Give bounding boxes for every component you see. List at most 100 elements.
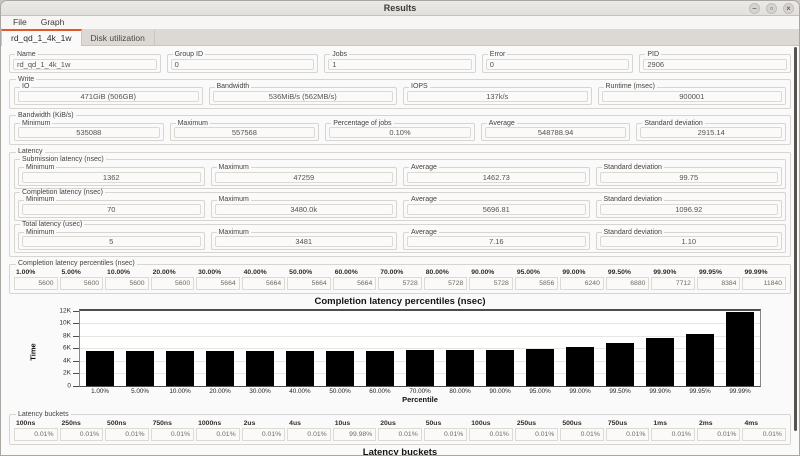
close-button[interactable]: × — [783, 3, 794, 14]
vertical-scrollbar[interactable] — [794, 47, 797, 431]
bucket-value[interactable]: 99.98% — [332, 427, 377, 441]
field-value[interactable]: 0 — [170, 58, 315, 70]
field-value[interactable]: 2915.14 — [640, 127, 782, 139]
bucket-value[interactable]: 0.01% — [150, 427, 195, 441]
field-value[interactable]: 557568 — [173, 127, 316, 139]
bucket-column: 500ns 0.01% — [105, 419, 149, 441]
tab-disk-utilization[interactable]: Disk utilization — [81, 29, 155, 45]
bucket-value[interactable]: 0.01% — [59, 427, 104, 441]
chart-x-tick-label: 95.00% — [529, 387, 551, 395]
bucket-value[interactable]: 0.01% — [651, 427, 695, 441]
field-value[interactable]: 1462.73 — [407, 171, 586, 183]
percentile-header: 5.00% — [61, 268, 81, 276]
bucket-value[interactable]: 0.01% — [287, 427, 331, 441]
chart-bar — [486, 350, 514, 386]
percentile-value[interactable]: 5664 — [241, 276, 286, 290]
field-label: Maximum — [218, 228, 249, 236]
latency-buckets-table: 100ns 0.01% 250ns 0.01% 500ns 0.01% — [14, 419, 786, 441]
percentile-value[interactable]: 5728 — [378, 276, 422, 290]
percentile-value[interactable]: 5664 — [196, 276, 240, 290]
field-value[interactable]: 536MiB/s (562MB/s) — [212, 91, 393, 103]
field-value[interactable]: 7.16 — [407, 236, 586, 248]
percentile-value[interactable]: 5600 — [150, 276, 195, 290]
percentile-value[interactable]: 5728 — [469, 276, 513, 290]
chart-x-tick-label: 99.00% — [569, 387, 591, 395]
latency-group-label: Latency — [18, 148, 43, 156]
bucket-value[interactable]: 0.01% — [514, 427, 559, 441]
field-label: Standard deviation — [644, 119, 703, 127]
bucket-value[interactable]: 0.01% — [560, 427, 604, 441]
field-value[interactable]: 3480.0k — [214, 203, 393, 215]
percentile-value[interactable]: 5664 — [287, 276, 331, 290]
chart-x-tick-label: 20.00% — [209, 387, 231, 395]
field: Minimum 1362 — [18, 163, 205, 186]
bucket-value[interactable]: 0.01% — [469, 427, 513, 441]
chart-x-tick-label: 99.50% — [609, 387, 631, 395]
field-value[interactable]: rd_qd_1_4k_1w — [13, 58, 157, 70]
chart-bar — [286, 350, 314, 386]
percentile-value[interactable]: 7712 — [651, 276, 695, 290]
field-value[interactable]: 1362 — [22, 171, 201, 183]
percentile-value[interactable]: 5728 — [423, 276, 468, 290]
chart-y-tick — [73, 360, 79, 362]
bucket-value[interactable]: 0.01% — [423, 427, 468, 441]
percentile-value[interactable]: 5664 — [332, 276, 377, 290]
percentile-value[interactable]: 5856 — [514, 276, 559, 290]
field-value[interactable]: 535088 — [18, 127, 160, 139]
field-value[interactable]: 471GiB (506GB) — [18, 91, 199, 103]
bucket-column: 2ms 0.01% — [696, 419, 741, 441]
percentile-header: 99.50% — [607, 268, 631, 276]
bucket-value[interactable]: 0.01% — [605, 427, 650, 441]
bucket-value[interactable]: 0.01% — [105, 427, 149, 441]
field-value[interactable]: 2906 — [643, 58, 787, 70]
write-fields-row: IO 471GiB (506GB) Bandwidth 536MiB/s (56… — [14, 83, 786, 106]
bucket-value[interactable]: 0.01% — [742, 427, 786, 441]
percentile-value[interactable]: 6880 — [605, 276, 650, 290]
percentile-value[interactable]: 5600 — [59, 276, 104, 290]
bucket-value[interactable]: 0.01% — [696, 427, 741, 441]
chart-x-tick-label: 70.00% — [409, 387, 431, 395]
field: Percentage of jobs 0.10% — [325, 119, 475, 142]
field-value[interactable]: 70 — [22, 203, 201, 215]
field-value[interactable]: 47259 — [214, 171, 393, 183]
field-label: IO — [22, 83, 30, 91]
field-value[interactable]: 3481 — [214, 236, 393, 248]
bucket-value[interactable]: 0.01% — [14, 427, 58, 441]
maximize-button[interactable]: ▫ — [766, 3, 777, 14]
field-label: Minimum — [26, 163, 55, 171]
field-value[interactable]: 99.75 — [599, 171, 778, 183]
field-value[interactable]: 5 — [22, 236, 201, 248]
field-value[interactable]: 548788.94 — [484, 127, 627, 139]
field-value[interactable]: 137k/s — [407, 91, 588, 103]
chart-y-tick-label: 10K — [59, 319, 71, 327]
menu-graph[interactable]: Graph — [40, 17, 65, 27]
field-value[interactable]: 1.10 — [599, 236, 778, 248]
bucket-column: 1000ns 0.01% — [196, 419, 240, 441]
field-value[interactable]: 5696.81 — [407, 203, 586, 215]
percentile-value[interactable]: 5600 — [105, 276, 149, 290]
bucket-value[interactable]: 0.01% — [378, 427, 422, 441]
titlebar[interactable]: Results − ▫ × — [1, 1, 799, 16]
field-label: Bandwidth — [216, 83, 250, 91]
percentile-value[interactable]: 5600 — [14, 276, 58, 290]
bucket-value[interactable]: 0.01% — [241, 427, 286, 441]
bucket-column: 4us 0.01% — [287, 419, 331, 441]
bucket-column: 750ns 0.01% — [150, 419, 195, 441]
bucket-value[interactable]: 0.01% — [196, 427, 240, 441]
chart-gridline — [80, 348, 760, 350]
field-value[interactable]: 900001 — [601, 91, 782, 103]
minimize-icon: − — [752, 4, 757, 13]
field-value[interactable]: 1 — [328, 58, 472, 70]
minimize-button[interactable]: − — [749, 3, 760, 14]
chart-bar — [85, 350, 114, 386]
percentile-value[interactable]: 6240 — [560, 276, 604, 290]
field-value[interactable]: 0.10% — [329, 127, 471, 139]
field-value[interactable]: 1096.92 — [599, 203, 778, 215]
tab-rd-qd-1-4k-1w[interactable]: rd_qd_1_4k_1w — [1, 29, 82, 46]
menu-file[interactable]: File — [13, 17, 27, 27]
percentile-value[interactable]: 8384 — [696, 276, 741, 290]
bucket-header: 1000ns — [198, 419, 222, 427]
field-value[interactable]: 0 — [485, 58, 630, 70]
percentile-value[interactable]: 11840 — [742, 276, 786, 290]
latency-subgroup: Total latency (usec) Minimum 5 Maximum 3… — [14, 220, 786, 254]
